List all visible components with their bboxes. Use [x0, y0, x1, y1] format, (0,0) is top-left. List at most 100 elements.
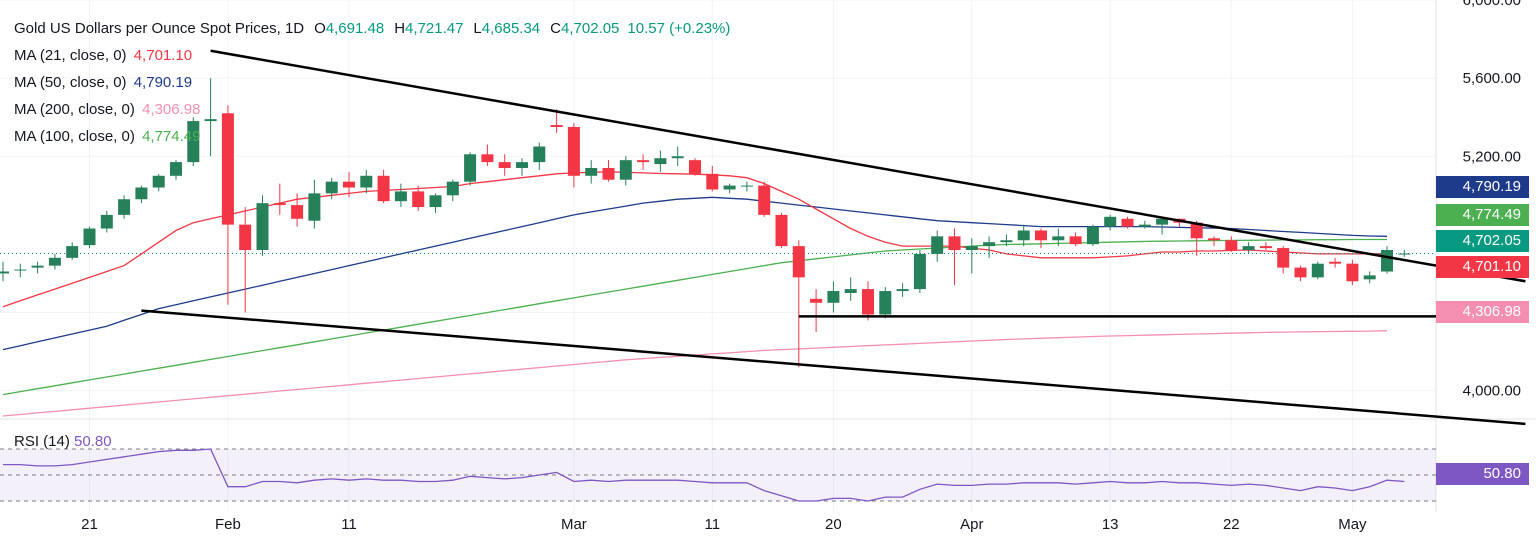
candle-body — [810, 298, 823, 303]
ma100-value: 4,774.49 — [142, 128, 201, 145]
candle-body — [844, 289, 857, 293]
rsi-legend-value: 50.80 — [74, 433, 112, 450]
y-tick-label: 5,600.00 — [1463, 70, 1521, 87]
candle-body — [377, 175, 390, 202]
candle-body — [187, 121, 200, 163]
candle-body — [1052, 236, 1065, 241]
candle-body — [1259, 246, 1272, 249]
candle-body — [291, 205, 304, 219]
candle-body — [429, 195, 442, 208]
candle-body — [792, 246, 805, 278]
candle-body — [1156, 218, 1169, 225]
high-value: 4,721.47 — [405, 20, 464, 37]
candle-body — [723, 185, 736, 190]
ma21-value: 4,701.10 — [133, 47, 193, 64]
rsi-line — [3, 448, 1405, 502]
candle-body — [533, 146, 546, 163]
x-tick-label: 11 — [341, 516, 357, 533]
y-tick-label: 5,200.00 — [1463, 148, 1521, 165]
candle-body — [464, 154, 477, 182]
candle-body — [671, 156, 684, 159]
candle-body — [100, 214, 113, 229]
candle-body — [343, 181, 355, 188]
candle-body — [931, 236, 944, 254]
x-tick-label: 13 — [1102, 516, 1119, 533]
candle-body — [654, 158, 667, 165]
ma50-legend: MA (50, close, 0) 4,790.19 — [14, 69, 733, 96]
candle-body — [135, 187, 148, 200]
candle-body — [1017, 230, 1030, 241]
candles — [0, 78, 1411, 368]
candle-body — [325, 181, 338, 194]
chart-legend: Gold US Dollars per Ounce Spot Prices, 1… — [14, 15, 733, 150]
x-tick-label: Mar — [561, 516, 587, 533]
candle-body — [118, 199, 131, 215]
rsi-label: RSI (14) — [14, 433, 70, 450]
x-tick-label: 22 — [1223, 516, 1240, 533]
candle-body — [446, 181, 459, 196]
candle-body — [83, 228, 96, 246]
candle-body — [913, 253, 926, 290]
candle-body — [862, 289, 874, 315]
candle-body — [948, 236, 961, 251]
candle-body — [48, 257, 61, 266]
candle-body — [1121, 218, 1134, 227]
candle-body — [412, 191, 425, 208]
y-tick-label: 4,000.00 — [1463, 383, 1521, 400]
ma50-line — [2, 196, 1388, 351]
candle-body — [1311, 263, 1324, 278]
candle-body — [1138, 224, 1151, 227]
candle-body — [221, 113, 234, 225]
open-label: O — [314, 20, 326, 37]
x-tick-label: Feb — [215, 516, 241, 533]
candle-body — [602, 167, 615, 180]
low-value: 4,685.34 — [481, 20, 541, 37]
candle-body — [204, 119, 217, 122]
candle-body — [31, 265, 44, 268]
rsi-band — [0, 449, 1436, 501]
candle-body — [1346, 263, 1359, 282]
high-label: H — [394, 20, 406, 37]
close-label: C — [550, 20, 561, 37]
ma200-line — [2, 330, 1388, 417]
ma100-legend: MA (100, close, 0) 4,774.49 — [14, 123, 733, 150]
candle-body — [740, 185, 753, 187]
candle-body — [152, 175, 165, 188]
rsi-value-badge: 50.80 — [1436, 462, 1529, 485]
ma200-price-badge: 4,306.98 — [1436, 301, 1529, 323]
trendline-1 — [141, 309, 1526, 426]
open-value: 4,691.48 — [325, 20, 385, 37]
candle-body — [706, 173, 719, 190]
candle-body — [1035, 230, 1047, 241]
candle-body — [619, 160, 632, 180]
candle-body — [1363, 275, 1376, 280]
candle-body — [585, 167, 598, 176]
ma100-label: MA (100, close, 0) — [14, 128, 135, 145]
candle-body — [567, 126, 580, 176]
candle-body — [1225, 240, 1238, 251]
change-value: 10.57 (+0.23%) — [627, 20, 731, 37]
x-tick-label: May — [1338, 516, 1367, 533]
candle-body — [1398, 253, 1411, 255]
x-tick-label: Apr — [960, 516, 983, 533]
ma200-value: 4,306.98 — [142, 101, 201, 118]
candle-body — [1242, 246, 1255, 251]
candle-body — [394, 191, 407, 202]
last-price-badge: 4,702.05 — [1436, 230, 1529, 252]
candle-body — [1294, 267, 1307, 278]
y-tick-label: 6,000.00 — [1463, 0, 1521, 9]
symbol-header: Gold US Dollars per Ounce Spot Prices, 1… — [14, 15, 733, 42]
candle-body — [516, 162, 528, 168]
ma200-legend: MA (200, close, 0) 4,306.98 — [14, 96, 733, 123]
candle-body — [1104, 216, 1117, 227]
candle-body — [1208, 238, 1220, 241]
candle-body — [1086, 226, 1099, 245]
ma50-value: 4,790.19 — [133, 74, 193, 91]
candle-body — [256, 203, 269, 251]
ma100-price-badge: 4,774.49 — [1436, 204, 1529, 226]
candle-body — [775, 214, 788, 247]
candle-body — [1277, 248, 1290, 268]
close-value: 4,702.05 — [561, 20, 620, 37]
candle-body — [1329, 261, 1342, 264]
